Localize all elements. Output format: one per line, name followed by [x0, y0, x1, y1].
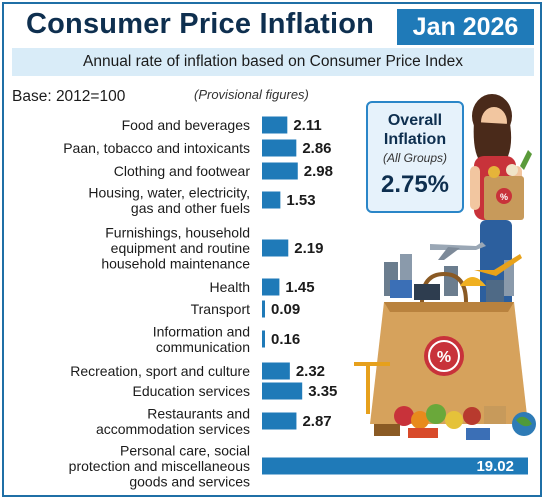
category-label: accommodation services	[96, 421, 250, 437]
overall-inflation-subtitle: (All Groups)	[382, 151, 447, 165]
bar	[262, 330, 265, 348]
category-label: Housing, water, electricity,	[88, 184, 250, 200]
category-label: Health	[210, 279, 250, 295]
category-label: goods and services	[129, 474, 250, 490]
category-label: Personal care, social	[120, 443, 250, 459]
value-label: 1.45	[285, 279, 314, 296]
value-label: 2.87	[302, 413, 331, 430]
bar	[262, 116, 288, 134]
category-label: Transport	[191, 301, 251, 317]
category-label: Recreation, sport and culture	[70, 363, 250, 379]
base-year-note: Base: 2012=100	[12, 88, 126, 105]
overall-inflation-title: Overall Inflation	[383, 112, 447, 148]
bar	[262, 162, 298, 180]
overall-inflation-card: Overall Inflation (All Groups) 2.75%	[366, 101, 464, 213]
category-label: communication	[156, 339, 250, 355]
value-label: 2.86	[302, 140, 331, 157]
svg-text:%: %	[437, 349, 451, 366]
category-label: Food and beverages	[122, 117, 250, 133]
shopping-illustration: % %	[354, 94, 536, 440]
bar	[262, 382, 303, 400]
provisional-note: (Provisional figures)	[194, 87, 309, 102]
category-label: Information and	[153, 323, 250, 339]
bar	[262, 300, 265, 318]
value-label: 3.35	[308, 383, 337, 400]
value-label: 1.53	[286, 192, 315, 209]
category-label: Paan, tobacco and intoxicants	[63, 140, 250, 156]
bar	[262, 412, 297, 430]
bar	[262, 191, 281, 209]
category-label: household maintenance	[101, 256, 250, 272]
overall-inflation-value: 2.75%	[380, 171, 450, 198]
category-label: protection and miscellaneous	[69, 458, 250, 474]
date-badge: Jan 2026	[397, 9, 534, 45]
value-label: 0.09	[271, 301, 300, 318]
page-title: Consumer Price Inflation	[26, 8, 375, 40]
category-label: gas and other fuels	[131, 200, 250, 216]
category-label: Furnishings, household	[105, 225, 250, 241]
value-label: 19.02	[476, 458, 514, 475]
airplane-icon	[430, 242, 486, 260]
value-label: 2.11	[293, 117, 321, 134]
value-label: 2.98	[304, 163, 333, 180]
category-label: equipment and routine	[111, 240, 251, 256]
category-label: Clothing and footwear	[114, 163, 251, 179]
inflation-bar-chart: Food and beverages 2.11 Paan, tobacco and …	[63, 116, 528, 490]
shopping-bag-icon: %	[370, 271, 528, 424]
subtitle: Annual rate of inflation based on Consum…	[12, 48, 534, 76]
bar	[262, 278, 280, 296]
bar	[262, 457, 528, 475]
category-label: Education services	[132, 383, 250, 399]
value-label: 2.32	[296, 363, 325, 380]
produce-icon	[374, 404, 536, 440]
svg-text:%: %	[500, 192, 508, 202]
bag-contents-icon	[390, 277, 504, 302]
bar	[262, 362, 290, 380]
category-label: Restaurants and	[147, 405, 250, 421]
crane-icon	[354, 362, 390, 414]
value-label: 2.19	[294, 240, 323, 257]
value-label: 0.16	[271, 331, 300, 348]
grocery-bag-icon: %	[484, 150, 532, 220]
bar	[262, 239, 289, 257]
bar	[262, 139, 297, 157]
